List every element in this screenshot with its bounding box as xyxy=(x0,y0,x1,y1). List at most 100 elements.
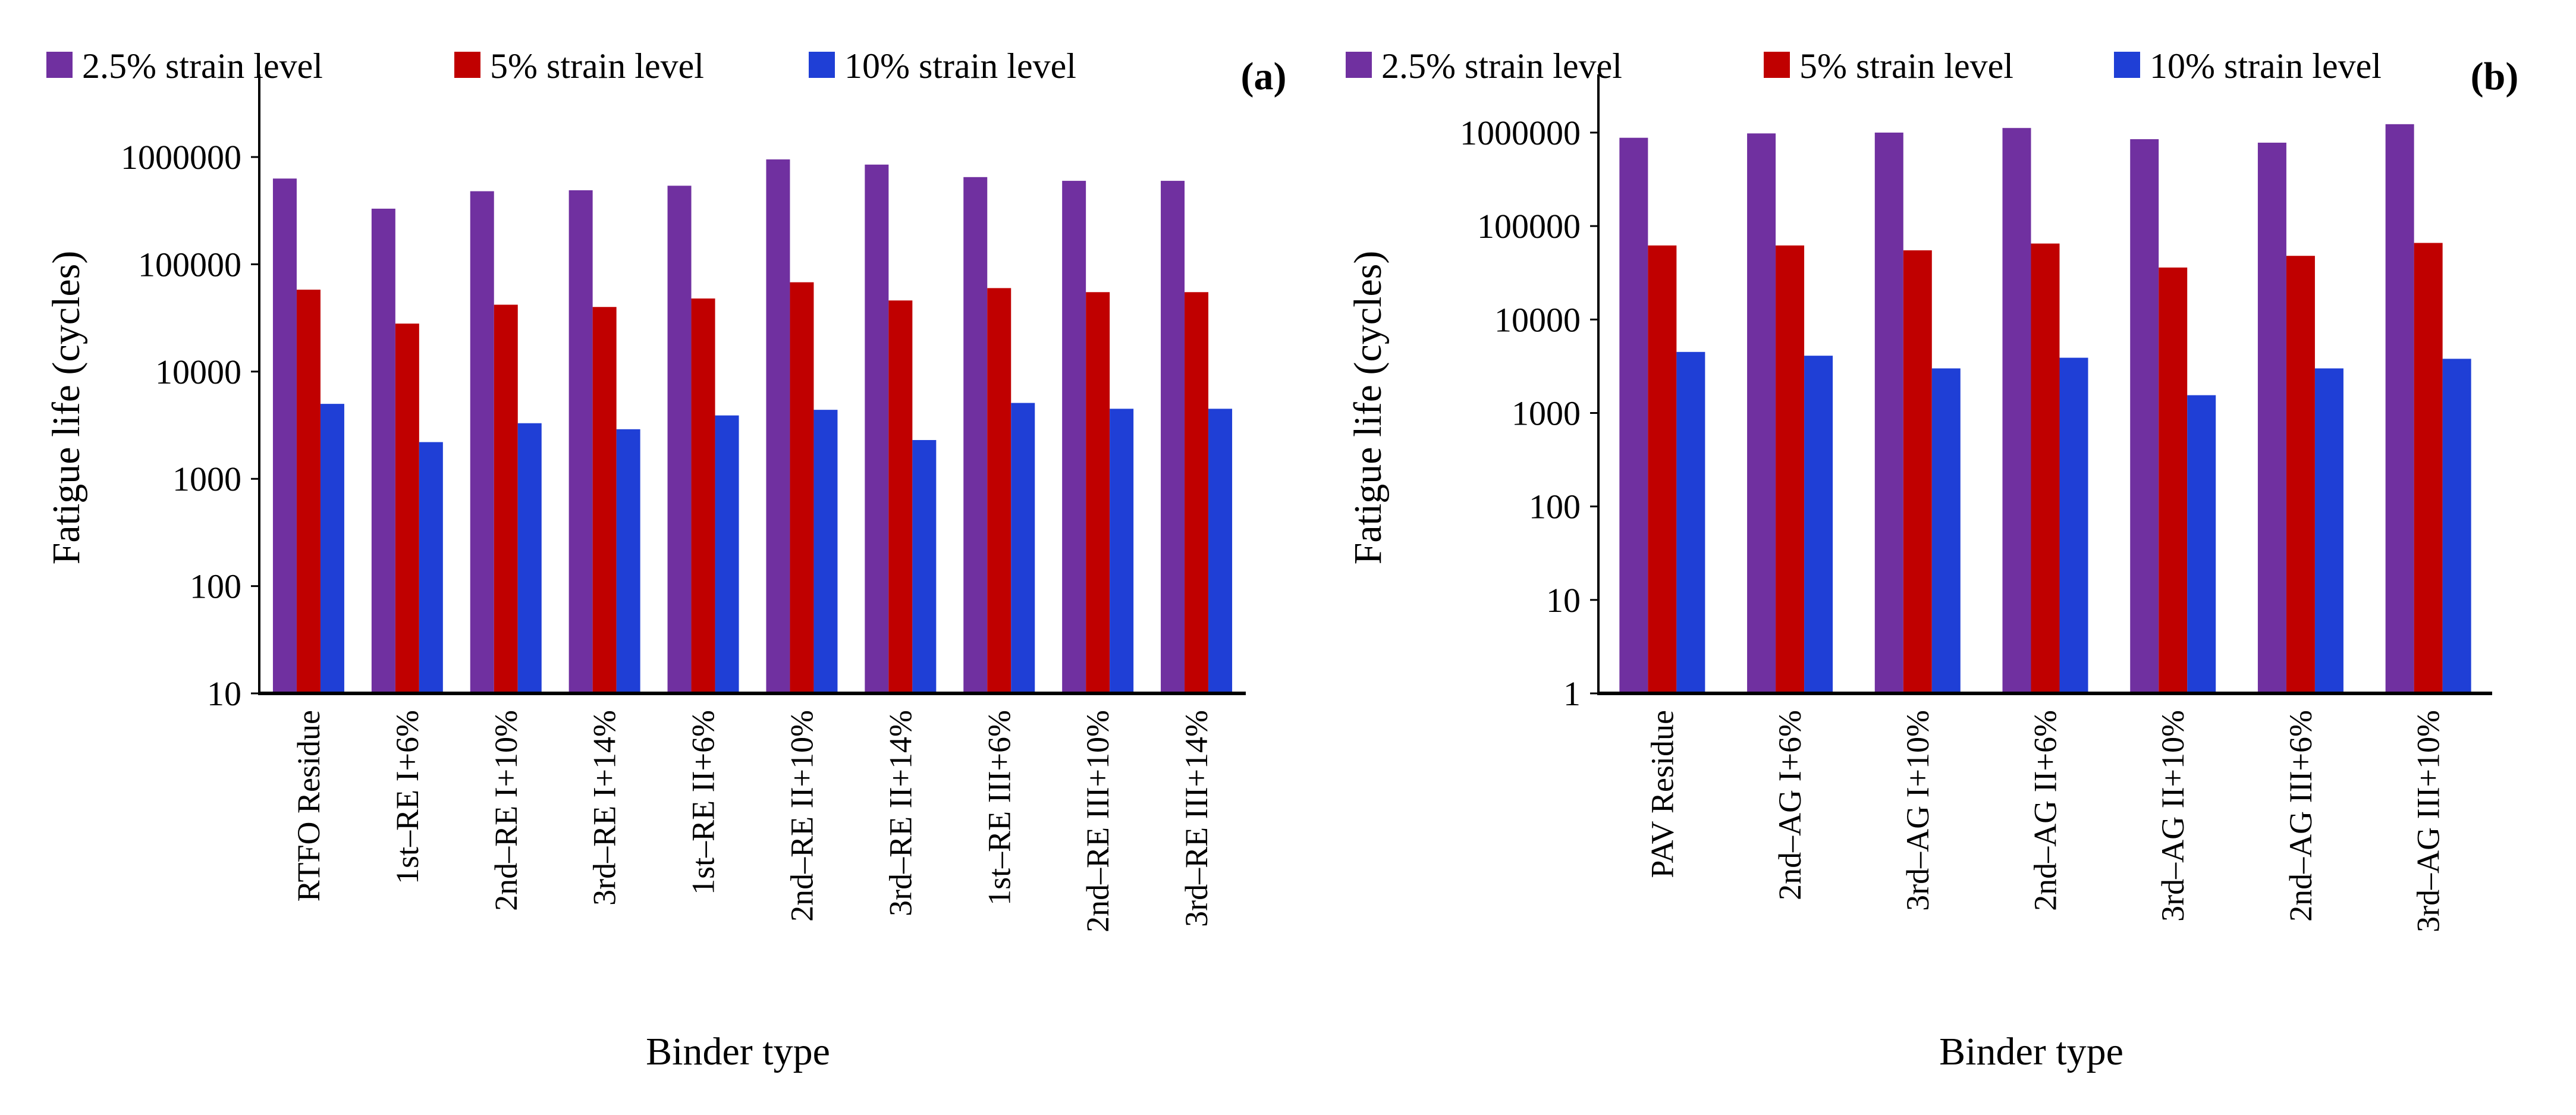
legend-swatch xyxy=(2114,52,2140,78)
legend-swatch xyxy=(809,52,835,78)
bar xyxy=(1676,351,1705,693)
bar xyxy=(2159,267,2188,693)
bar xyxy=(2002,128,2031,694)
x-tick-label: 3rd–AG I+10% xyxy=(1900,710,1936,911)
x-tick-label: 1st–RE I+6% xyxy=(389,710,425,884)
bar xyxy=(470,191,494,693)
bar xyxy=(987,288,1011,693)
bar xyxy=(2187,395,2216,693)
bar xyxy=(395,323,419,693)
bar xyxy=(2257,142,2286,694)
bar xyxy=(1110,409,1134,693)
bar xyxy=(813,410,838,693)
bar xyxy=(419,442,443,693)
bar xyxy=(2385,124,2414,693)
bar xyxy=(568,190,593,693)
legend-label: 2.5% strain level xyxy=(1381,46,1622,86)
bar xyxy=(2414,243,2443,693)
bar xyxy=(1874,132,1903,693)
legend: 2.5% strain level 5% strain level 10% stra… xyxy=(1346,46,2382,86)
legend-label: 10% strain level xyxy=(2150,46,2382,86)
bar xyxy=(517,423,542,693)
bar xyxy=(1903,250,1932,694)
bar xyxy=(320,404,344,693)
bar xyxy=(1011,403,1035,693)
y-axis-title: Fatigue life (cycles) xyxy=(1346,251,1390,565)
x-tick-label: 1st–RE III+6% xyxy=(981,710,1017,906)
x-tick-label: 3rd–AG II+10% xyxy=(2155,710,2191,922)
y-tick-label: 10 xyxy=(207,674,241,713)
x-tick-label: 3rd–AG III+10% xyxy=(2411,710,2446,932)
y-tick-label: 10 xyxy=(1546,581,1581,620)
bar xyxy=(1086,292,1110,693)
x-tick-label: 2nd–AG I+6% xyxy=(1772,710,1808,900)
x-tick-label: 2nd–AG II+6% xyxy=(2028,710,2063,911)
bar xyxy=(691,298,715,693)
bar xyxy=(912,439,937,693)
bar xyxy=(616,429,640,693)
bar xyxy=(1747,133,1776,693)
bar xyxy=(667,186,692,693)
y-tick-label: 1 xyxy=(1563,674,1581,713)
bar xyxy=(296,290,321,694)
bar xyxy=(2314,368,2343,693)
y-tick-label: 1000000 xyxy=(121,138,241,177)
y-tick-label: 1000000 xyxy=(1460,114,1581,152)
x-tick-label: 2nd–RE I+10% xyxy=(488,710,524,911)
y-tick-label: 1000 xyxy=(172,460,241,498)
legend-swatch xyxy=(454,52,480,78)
bar xyxy=(766,159,790,693)
x-tick-label: 3rd–RE II+14% xyxy=(882,710,918,916)
bar xyxy=(1776,245,1805,693)
bar xyxy=(592,307,617,693)
bar xyxy=(888,300,913,693)
bar xyxy=(1648,245,1677,693)
bar xyxy=(272,178,297,694)
bar xyxy=(963,177,988,693)
x-tick-label: 2nd–RE III+10% xyxy=(1080,710,1116,932)
legend-label: 10% strain level xyxy=(844,46,1076,86)
panel-label: (a) xyxy=(1241,55,1287,98)
y-tick-label: 1000 xyxy=(1512,394,1581,432)
x-tick-label: 2nd–AG III+6% xyxy=(2283,710,2319,922)
bar xyxy=(1185,292,1209,693)
x-tick-label: 1st–RE II+6% xyxy=(686,710,721,895)
y-axis-title: Fatigue life (cycles) xyxy=(45,251,88,565)
legend: 2.5% strain level 5% strain level 10% stra… xyxy=(46,46,1076,86)
bar xyxy=(2059,357,2088,693)
bar xyxy=(1062,181,1086,693)
y-tick-label: 10000 xyxy=(1494,300,1581,339)
bar xyxy=(1619,137,1648,693)
x-axis-title: Binder type xyxy=(1939,1030,2123,1073)
x-axis-title: Binder type xyxy=(646,1030,830,1073)
y-tick-label: 100 xyxy=(1529,488,1581,526)
chart-a: 10 100 1000 10000 100000 1000000 RTFO Residue 1… xyxy=(45,46,1286,1073)
bar xyxy=(371,208,395,693)
legend-label: 5% strain level xyxy=(490,46,704,86)
bar xyxy=(865,164,889,693)
legend-swatch xyxy=(1346,52,1372,78)
x-tick-label: 3rd–RE I+14% xyxy=(587,710,623,906)
bar xyxy=(715,415,739,693)
bar xyxy=(1208,409,1233,693)
panel-label: (b) xyxy=(2471,55,2519,98)
legend-swatch xyxy=(46,52,73,78)
y-tick-label: 100 xyxy=(190,567,241,606)
x-tick-label: 2nd–RE II+10% xyxy=(784,710,819,922)
y-tick-label: 100000 xyxy=(138,245,241,284)
chart-b: 1 10 100 1000 10000 100000 1000000 PAV Residue 2… xyxy=(1346,46,2518,1073)
y-tick-label: 10000 xyxy=(155,353,241,391)
bar xyxy=(1931,368,1961,693)
legend-swatch xyxy=(1764,52,1790,78)
x-tick-label: PAV Residue xyxy=(1644,710,1680,878)
legend-label: 2.5% strain level xyxy=(82,46,323,86)
bar xyxy=(2286,256,2315,693)
bar xyxy=(2130,139,2159,693)
bar xyxy=(1804,356,1833,693)
bar xyxy=(1161,181,1185,693)
bar xyxy=(2442,359,2471,693)
x-tick-label: 3rd–RE III+14% xyxy=(1179,710,1214,927)
bar xyxy=(790,282,814,693)
legend-label: 5% strain level xyxy=(1799,46,2013,86)
